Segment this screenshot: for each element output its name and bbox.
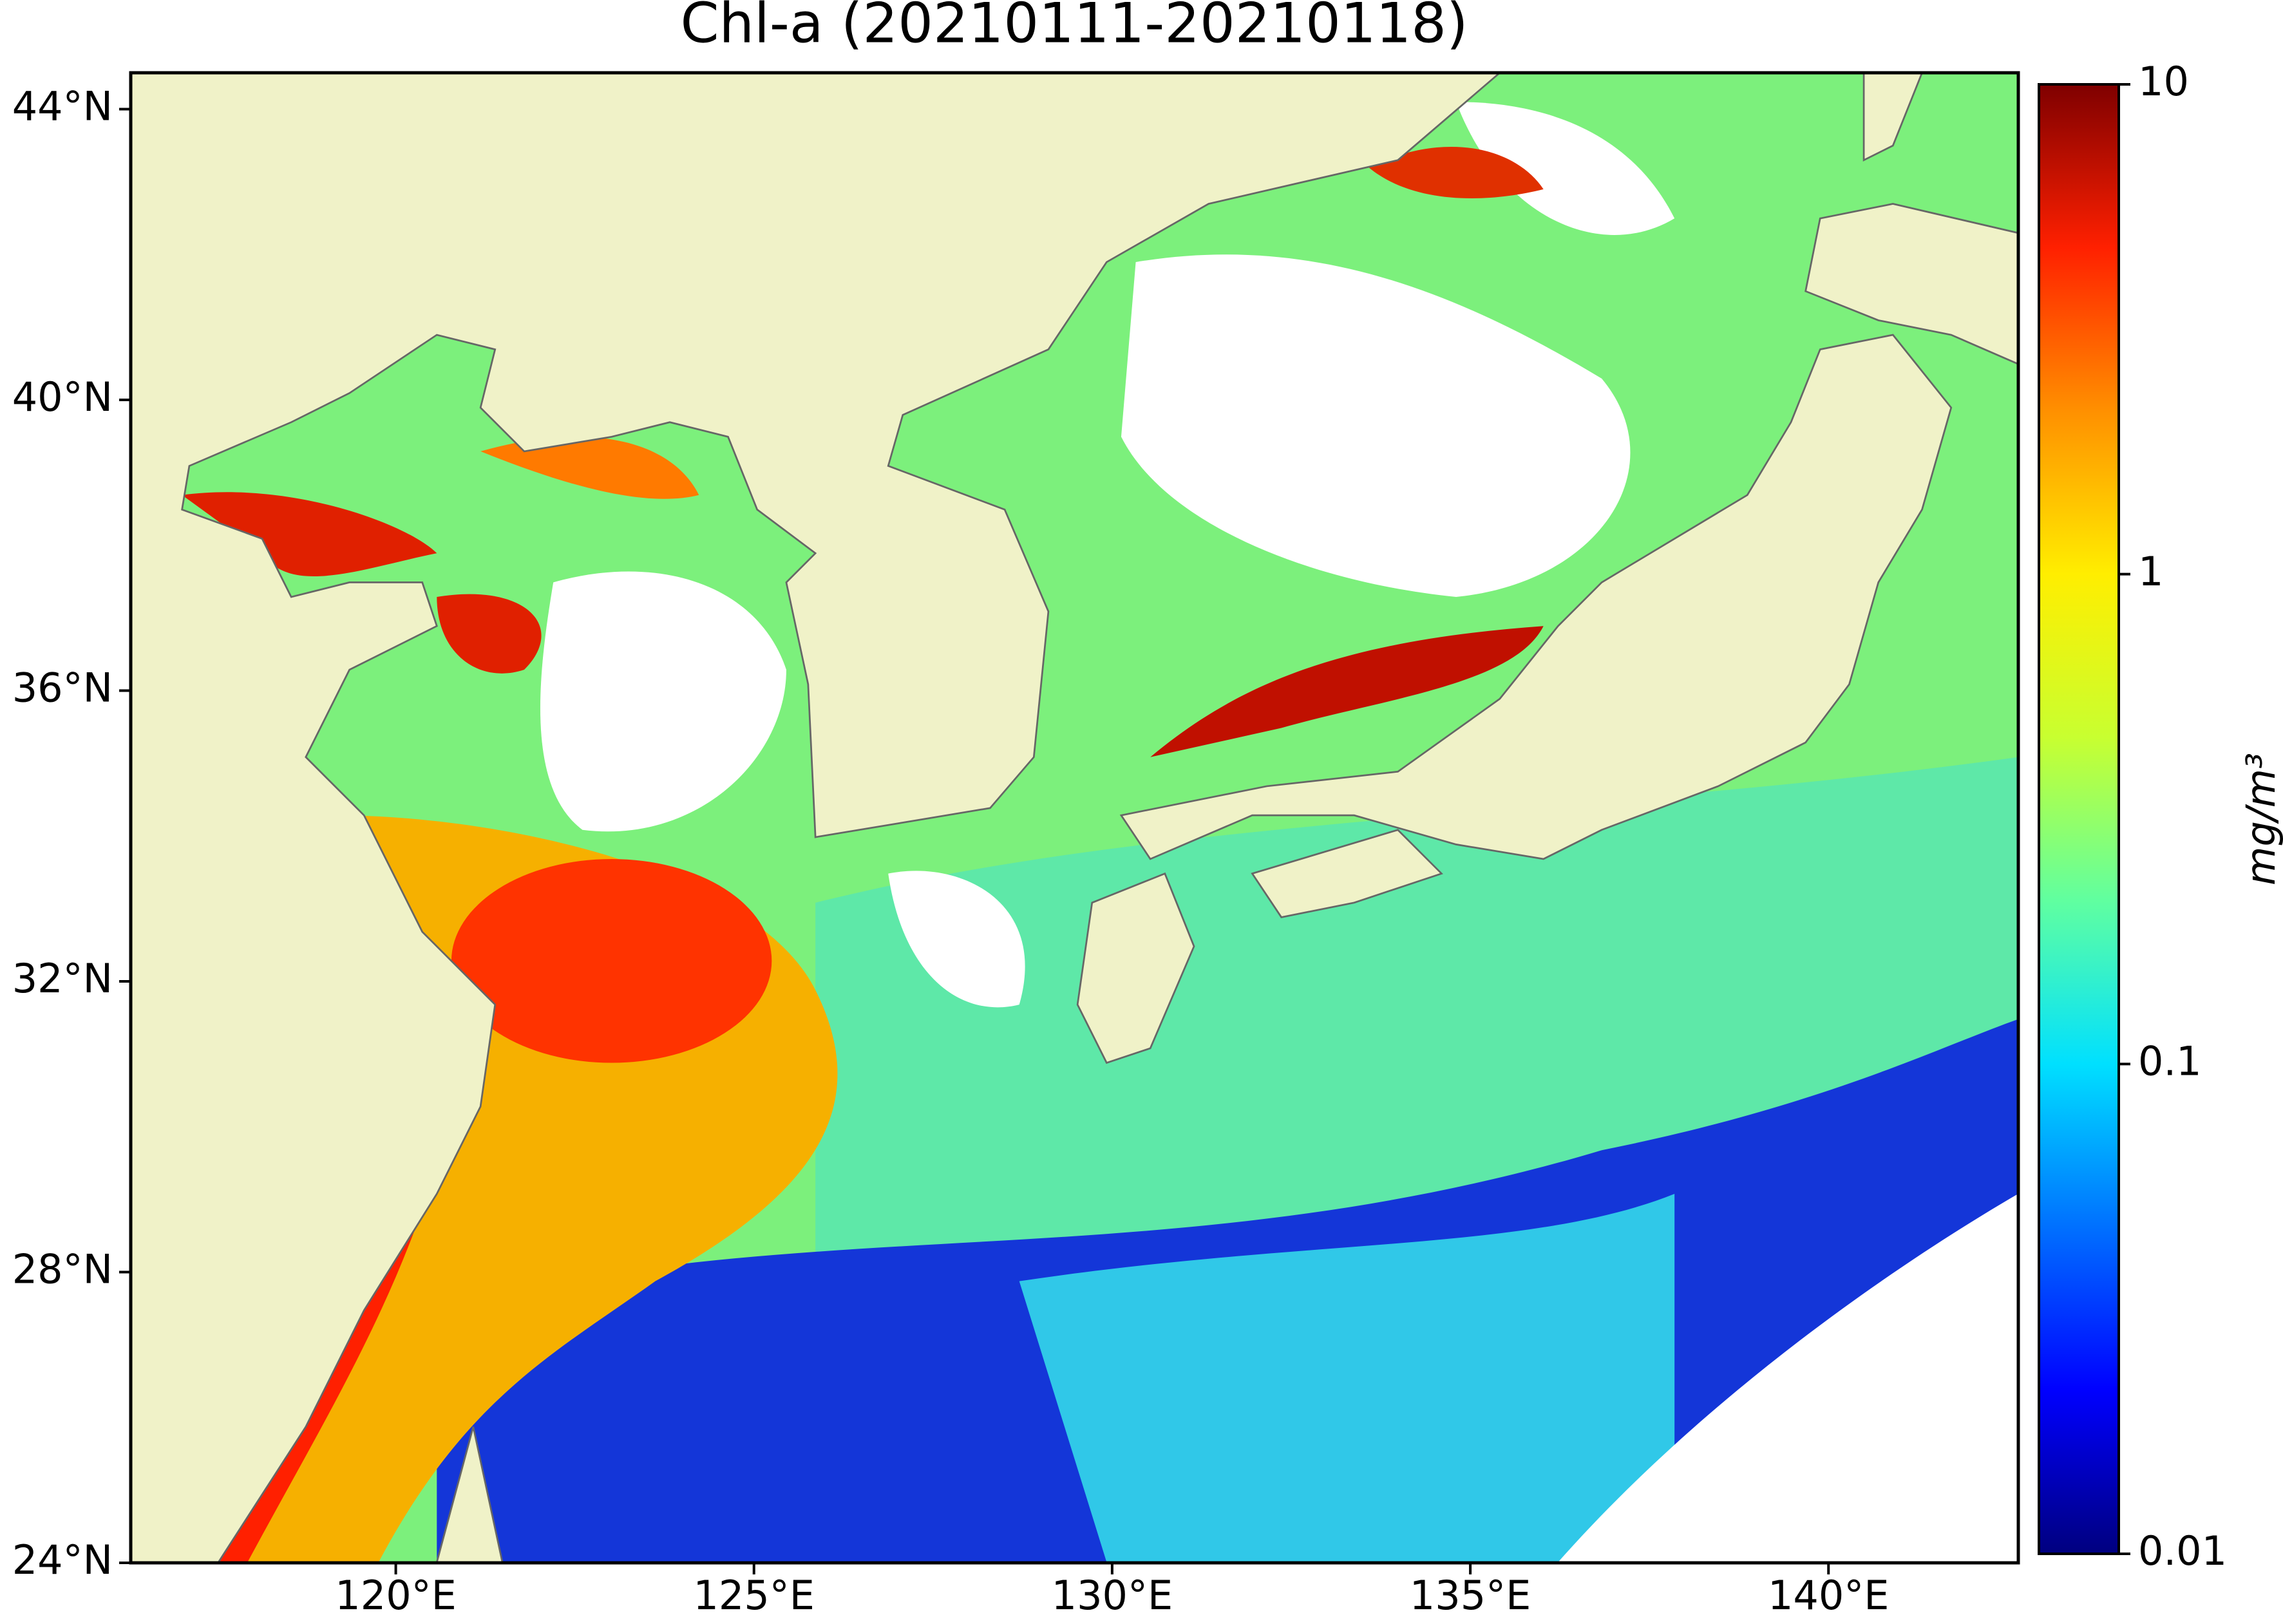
- cloud: [888, 871, 1025, 1008]
- plume: [480, 437, 699, 499]
- y-tick-label: 28°N: [12, 1246, 113, 1293]
- cloud: [1456, 102, 1675, 235]
- colorbar-tick-label: 0.1: [2138, 1037, 2202, 1084]
- cloud: [1558, 1194, 2018, 1563]
- colorbar-tick-label: 0.01: [2138, 1527, 2227, 1574]
- y-tick-label: 24°N: [12, 1536, 113, 1583]
- bloom: [1150, 626, 1544, 757]
- chart-title: Chl-a (20210111-20210118): [680, 0, 1468, 55]
- y-tick-label: 44°N: [12, 83, 113, 130]
- y-tick-label: 32°N: [12, 955, 113, 1002]
- cloud: [1121, 254, 1631, 598]
- plume: [182, 492, 437, 577]
- x-tick-label: 130°E: [1052, 1572, 1173, 1619]
- sea-region: [1019, 1194, 1675, 1563]
- map-frame: [129, 71, 2020, 1565]
- y-tick-label: 36°N: [12, 665, 113, 712]
- colorbar: [2038, 83, 2120, 1555]
- x-tick-label: 140°E: [1768, 1572, 1890, 1619]
- colorbar-tick-label: 10: [2138, 58, 2189, 105]
- map-imagery: [131, 73, 2018, 1563]
- x-tick-label: 120°E: [335, 1572, 457, 1619]
- plume: [437, 594, 542, 674]
- land: [131, 73, 2018, 1563]
- bloom: [1369, 146, 1544, 199]
- cloud: [540, 571, 786, 832]
- plume: [451, 858, 772, 1063]
- colorbar-label: mg/m³: [2237, 753, 2283, 885]
- x-tick-label: 125°E: [693, 1572, 815, 1619]
- x-tick-label: 135°E: [1410, 1572, 1531, 1619]
- y-tick-label: 40°N: [12, 373, 113, 420]
- colorbar-tick-label: 1: [2138, 548, 2163, 595]
